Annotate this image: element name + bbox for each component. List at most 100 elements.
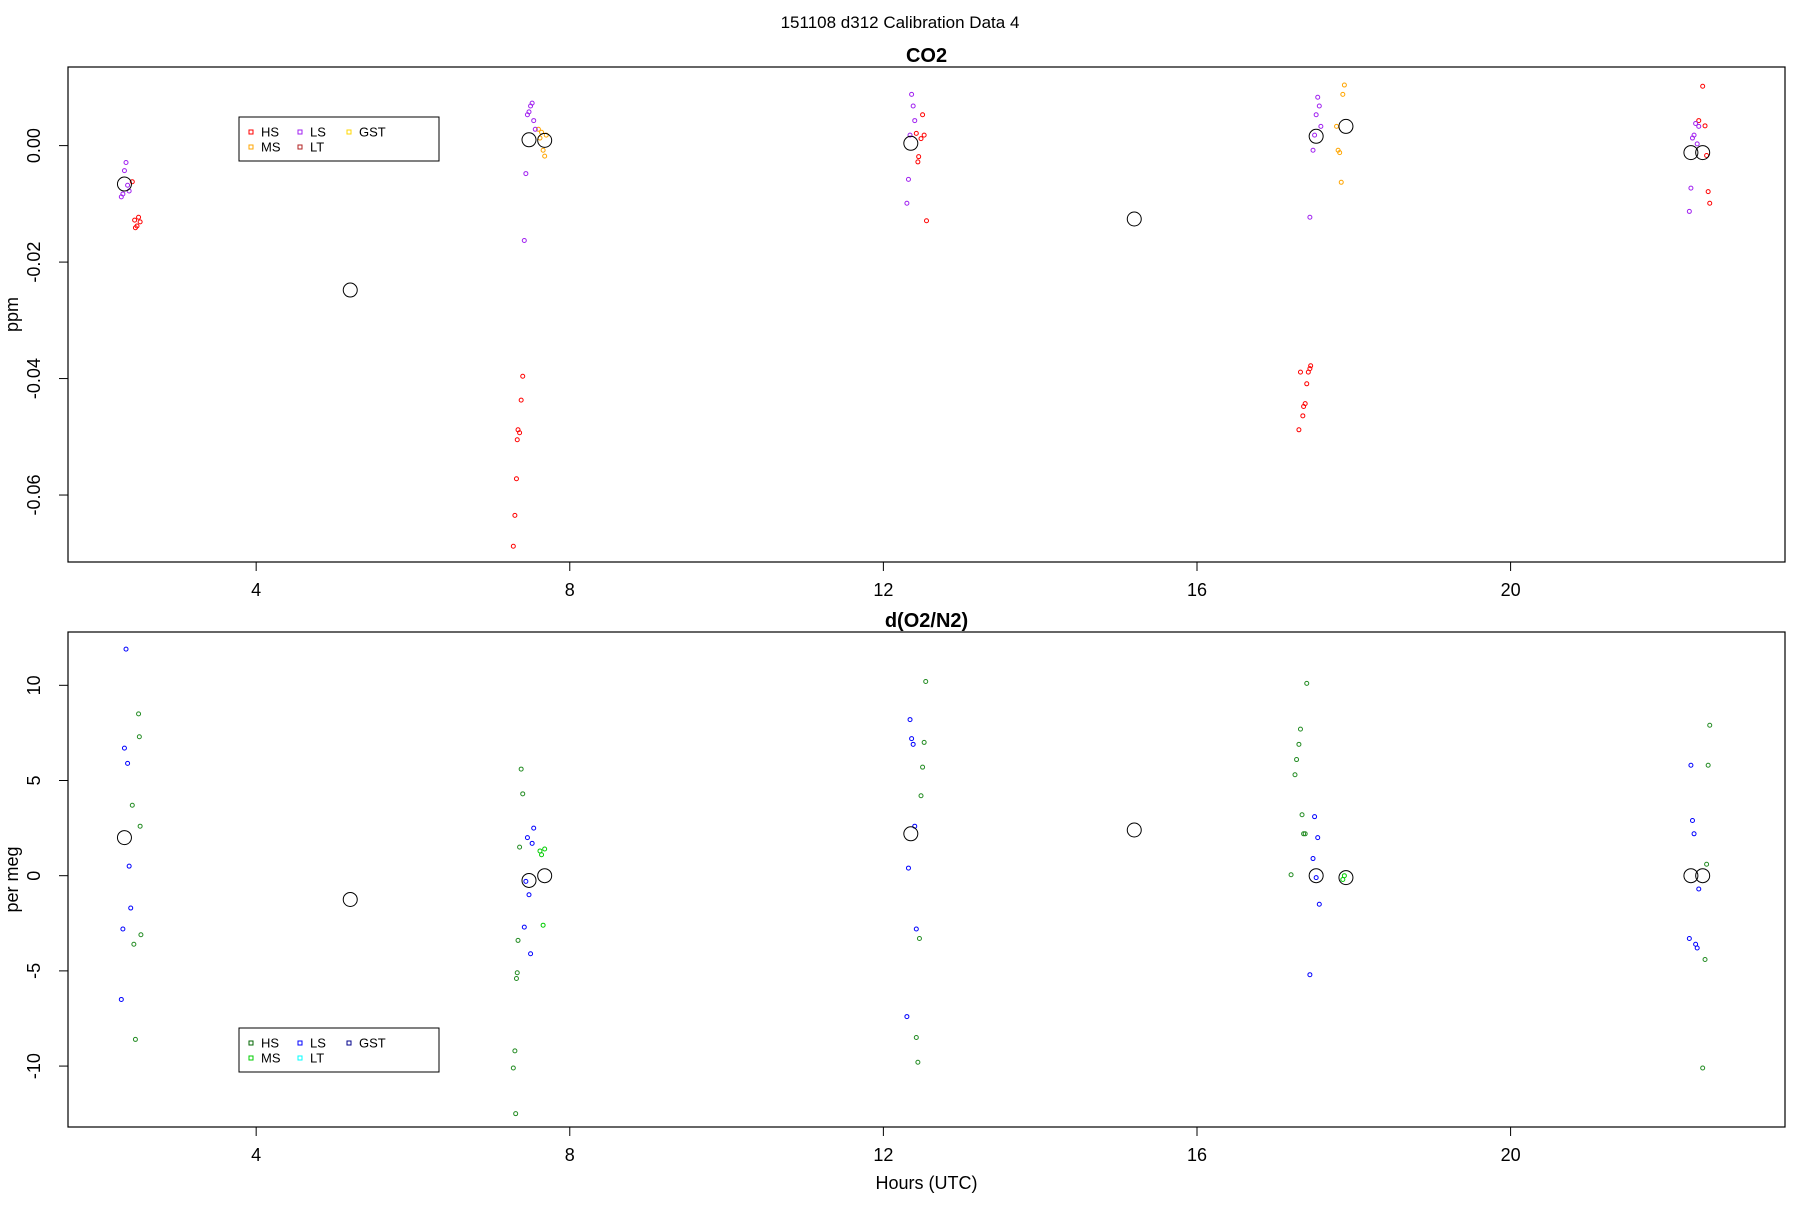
- data-point: [132, 1036, 138, 1042]
- mean-circle: [116, 176, 132, 192]
- data-point: [920, 112, 926, 118]
- data-point: [123, 160, 129, 166]
- data-point: [1704, 861, 1710, 867]
- data-points: [118, 646, 1713, 1117]
- data-point: [1693, 120, 1699, 126]
- data-point: [1688, 185, 1694, 191]
- legend-label: GST: [359, 125, 386, 140]
- data-point: [510, 1065, 516, 1071]
- y-tick-label: -10: [24, 1053, 44, 1079]
- legend-label: LT: [310, 1051, 324, 1066]
- data-point: [1307, 214, 1313, 220]
- data-point: [905, 176, 911, 182]
- data-point: [1316, 901, 1322, 907]
- data-point: [1310, 147, 1316, 153]
- data-point: [924, 218, 929, 224]
- data-point: [125, 760, 131, 766]
- data-point: [1297, 369, 1303, 375]
- data-point: [118, 996, 124, 1002]
- page-title: 151108 d312 Calibration Data 4: [781, 13, 1020, 32]
- legend-marker: [346, 129, 352, 135]
- data-point: [1307, 366, 1313, 372]
- data-point: [1700, 1065, 1706, 1071]
- data-point: [1702, 123, 1708, 129]
- data-point: [531, 118, 537, 124]
- y-tick-label: 5: [24, 775, 44, 785]
- data-point: [1707, 722, 1713, 728]
- legend-marker: [297, 144, 303, 150]
- plot-frame: [67, 631, 1786, 1128]
- legend-box: [238, 1027, 440, 1073]
- data-point: [125, 182, 131, 188]
- data-point: [1686, 936, 1692, 942]
- y-tick-label: 0.00: [24, 128, 44, 163]
- data-point: [514, 970, 520, 976]
- x-tick-label: 8: [565, 1145, 575, 1165]
- legend-marker: [297, 1055, 303, 1061]
- data-point: [915, 1059, 921, 1065]
- legend-marker: [248, 129, 254, 135]
- x-tick-label: 16: [1187, 580, 1207, 600]
- mean-circle: [1338, 118, 1354, 134]
- data-point: [1696, 123, 1702, 129]
- data-point: [1705, 762, 1711, 768]
- data-points: [118, 82, 1713, 549]
- data-point: [520, 791, 526, 797]
- data-point: [912, 118, 918, 124]
- legend-label: HS: [261, 1036, 279, 1051]
- data-point: [521, 238, 527, 244]
- data-point: [1312, 814, 1318, 820]
- data-point: [514, 437, 520, 443]
- data-point: [1304, 381, 1310, 387]
- x-tick-label: 12: [873, 580, 893, 600]
- mean-circle: [342, 282, 358, 298]
- data-point: [918, 136, 924, 142]
- data-point: [1288, 872, 1294, 878]
- data-point: [1312, 132, 1318, 138]
- data-point: [1304, 680, 1310, 686]
- data-point: [1686, 208, 1692, 214]
- data-point: [1696, 118, 1702, 124]
- data-point: [518, 766, 524, 772]
- data-point: [1308, 363, 1314, 369]
- data-point: [1707, 200, 1713, 206]
- mean-circle: [342, 891, 358, 907]
- data-point: [1315, 94, 1321, 100]
- data-point: [517, 844, 523, 850]
- data-point: [918, 793, 924, 799]
- data-point: [136, 711, 142, 717]
- y-tick-label: 10: [24, 675, 44, 695]
- data-point: [540, 922, 546, 928]
- data-point: [923, 679, 929, 684]
- data-point: [128, 905, 134, 911]
- y-tick-label: -0.06: [24, 475, 44, 516]
- data-point: [121, 168, 127, 174]
- data-point: [1334, 123, 1340, 129]
- legend-label: LS: [310, 125, 326, 140]
- data-point: [1297, 726, 1303, 732]
- data-point: [513, 976, 519, 981]
- data-point: [1302, 831, 1308, 837]
- panel-o2n2: d(O2/N2) 4 8 12 16 20 -10 -5 0 5 10 per meg Hours (U…: [2, 610, 1786, 1193]
- data-point: [542, 846, 548, 852]
- data-point: [532, 126, 538, 132]
- data-point: [539, 852, 545, 858]
- data-point: [1340, 91, 1346, 97]
- data-point: [1299, 812, 1305, 818]
- data-point: [1302, 401, 1308, 407]
- data-point: [129, 802, 135, 808]
- data-point: [512, 1048, 518, 1054]
- data-point: [1296, 427, 1302, 433]
- panel-title: CO2: [906, 45, 947, 67]
- data-point: [916, 936, 922, 942]
- mean-circle: [903, 826, 919, 842]
- data-point: [1696, 886, 1702, 892]
- y-tick-label: 0: [24, 871, 44, 881]
- x-tick-label: 4: [251, 580, 261, 600]
- data-point: [1691, 831, 1697, 837]
- mean-circles: [116, 118, 1711, 298]
